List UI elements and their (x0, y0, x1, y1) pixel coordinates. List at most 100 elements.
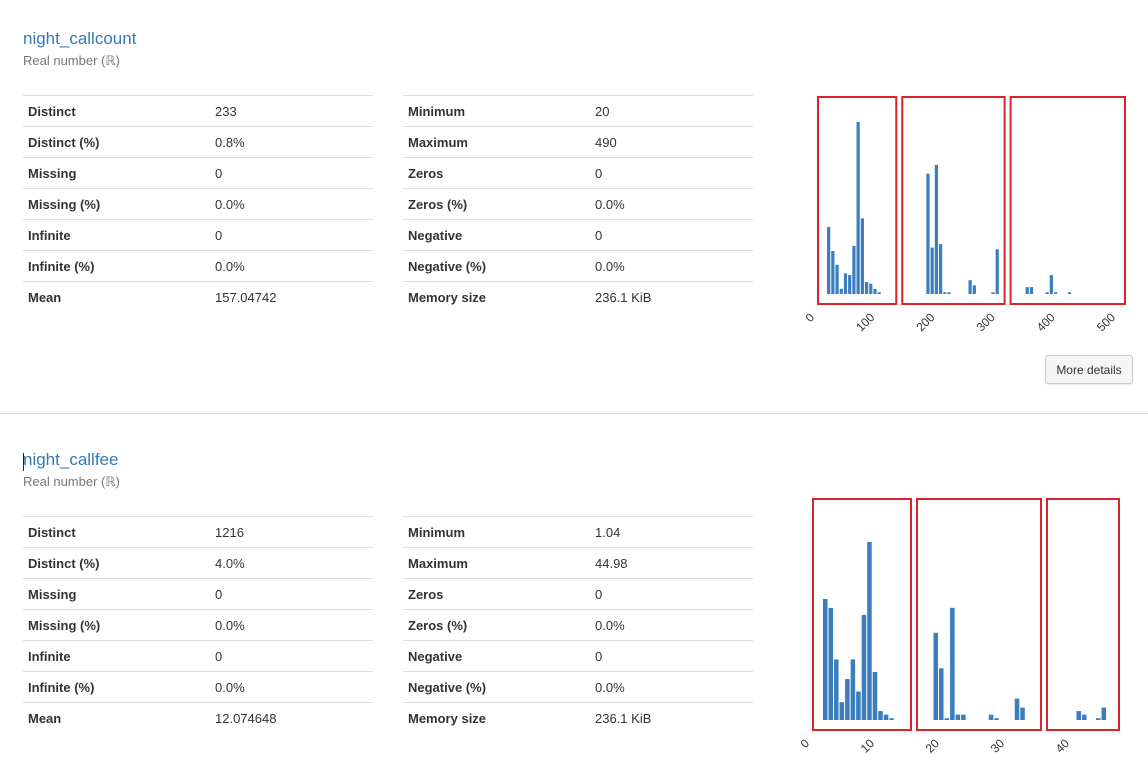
variable-name-link[interactable]: night_callfee (23, 450, 119, 469)
stat-label: Infinite (%) (23, 250, 210, 282)
stat-row: Distinct 233 (23, 95, 373, 127)
stat-value: 1.04 (590, 516, 753, 548)
stat-label: Negative (403, 640, 590, 672)
stat-value: 236.1 KiB (590, 702, 753, 733)
stat-label: Negative (%) (403, 250, 590, 282)
stat-row: Infinite (%) 0.0% (23, 250, 373, 282)
histogram-bar (1025, 287, 1029, 294)
histogram-bar (938, 244, 943, 294)
stat-label: Zeros (%) (403, 609, 590, 641)
stat-row: Missing 0 (23, 578, 373, 610)
stats-table-right: Minimum 20 Maximum 490 Zeros 0 Zeros (%) 0.0% Ne… (403, 95, 753, 312)
x-tick-label: 300 (974, 310, 998, 334)
stat-value: 0.8% (210, 126, 373, 158)
histogram-chart: 0 10 20 30 40 (797, 498, 1120, 756)
stat-value: 0 (590, 219, 753, 251)
stat-label: Distinct (23, 95, 210, 127)
stat-label: Maximum (403, 126, 590, 158)
stat-value: 0.0% (590, 671, 753, 703)
stat-row: Zeros (%) 0.0% (403, 609, 753, 641)
highlight-box (812, 498, 912, 731)
stat-row: Memory size 236.1 KiB (403, 702, 753, 733)
stat-row: Mean 12.074648 (23, 702, 373, 733)
stat-value: 0 (590, 578, 753, 610)
stat-row: Missing 0 (23, 157, 373, 189)
histogram-bar (839, 702, 845, 720)
stat-label: Minimum (403, 95, 590, 127)
stat-label: Zeros (%) (403, 188, 590, 220)
histogram-bar (939, 668, 944, 720)
x-tick-label: 400 (1034, 310, 1058, 334)
stat-row: Missing (%) 0.0% (23, 188, 373, 220)
stat-row: Negative 0 (403, 640, 753, 672)
variable-section-night-callfee: night_callfee Real number (ℝ) Distinct 12… (0, 414, 1148, 767)
stat-value: 490 (590, 126, 753, 158)
histogram-bar (934, 165, 938, 294)
stat-value: 0 (210, 640, 373, 672)
stat-row: Infinite 0 (23, 219, 373, 251)
histogram-bar (994, 718, 999, 720)
highlight-box (817, 96, 898, 305)
stats-table-left: Distinct 1216 Distinct (%) 4.0% Missing 0 Miss… (23, 516, 373, 733)
text-cursor (23, 453, 24, 471)
histogram-bar (961, 714, 966, 720)
stat-row: Infinite 0 (23, 640, 373, 672)
stat-value: 20 (590, 95, 753, 127)
histogram-bar (1045, 292, 1049, 294)
histogram-bar (873, 288, 877, 294)
section-divider (0, 413, 1148, 414)
histogram-bar (856, 122, 860, 294)
stat-value: 233 (210, 95, 373, 127)
histogram-bar (861, 614, 867, 720)
histogram-bar (864, 281, 869, 294)
variable-section-night-callcount: night_callcount Real number (ℝ) Distinct… (23, 29, 1133, 384)
x-tick-label: 30 (988, 736, 1008, 756)
histogram-bar (991, 292, 995, 294)
histogram-bar (831, 251, 835, 294)
stat-row: Maximum 490 (403, 126, 753, 158)
stat-value: 0 (590, 157, 753, 189)
stat-label: Memory size (403, 702, 590, 733)
histogram-bar (1049, 275, 1053, 294)
histogram-bar (877, 292, 881, 294)
x-tick-label: 0 (802, 310, 817, 325)
more-details-button[interactable]: More details (1045, 355, 1133, 384)
stats-table-left: Distinct 233 Distinct (%) 0.8% Missing 0 Missi… (23, 95, 373, 312)
stat-row: Minimum 20 (403, 95, 753, 127)
highlight-box (916, 498, 1042, 731)
stat-row: Missing (%) 0.0% (23, 609, 373, 641)
histogram-bar (856, 691, 861, 720)
stat-value: 0.0% (210, 188, 373, 220)
histogram-bar (1029, 287, 1034, 294)
histogram-bar (955, 714, 961, 720)
histogram-bar (933, 632, 939, 720)
histogram-bar (867, 542, 872, 720)
stat-label: Zeros (403, 157, 590, 189)
variable-name-link[interactable]: night_callcount (23, 29, 137, 48)
stat-row: Zeros (%) 0.0% (403, 188, 753, 220)
stat-value: 0.0% (590, 188, 753, 220)
histogram-bar (1101, 707, 1107, 720)
x-tick-label: 40 (1053, 736, 1073, 756)
stat-row: Memory size 236.1 KiB (403, 281, 753, 312)
stat-label: Distinct (%) (23, 547, 210, 579)
stat-row: Distinct 1216 (23, 516, 373, 548)
histogram-bar (943, 292, 947, 294)
stat-label: Infinite (23, 640, 210, 672)
histogram-bar (834, 659, 839, 720)
stat-label: Minimum (403, 516, 590, 548)
stat-label: Infinite (23, 219, 210, 251)
histogram-bar (930, 247, 934, 294)
variable-type: Real number (ℝ) (23, 53, 120, 68)
stat-row: Maximum 44.98 (403, 547, 753, 579)
histogram-bar (1076, 711, 1082, 720)
stat-label: Mean (23, 281, 210, 312)
stat-label: Negative (%) (403, 671, 590, 703)
histogram-bar (968, 280, 972, 294)
stat-value: 1216 (210, 516, 373, 548)
stat-value: 0 (210, 578, 373, 610)
stat-label: Maximum (403, 547, 590, 579)
stat-value: 4.0% (210, 547, 373, 579)
stat-row: Minimum 1.04 (403, 516, 753, 548)
histogram-bar (1096, 718, 1101, 720)
